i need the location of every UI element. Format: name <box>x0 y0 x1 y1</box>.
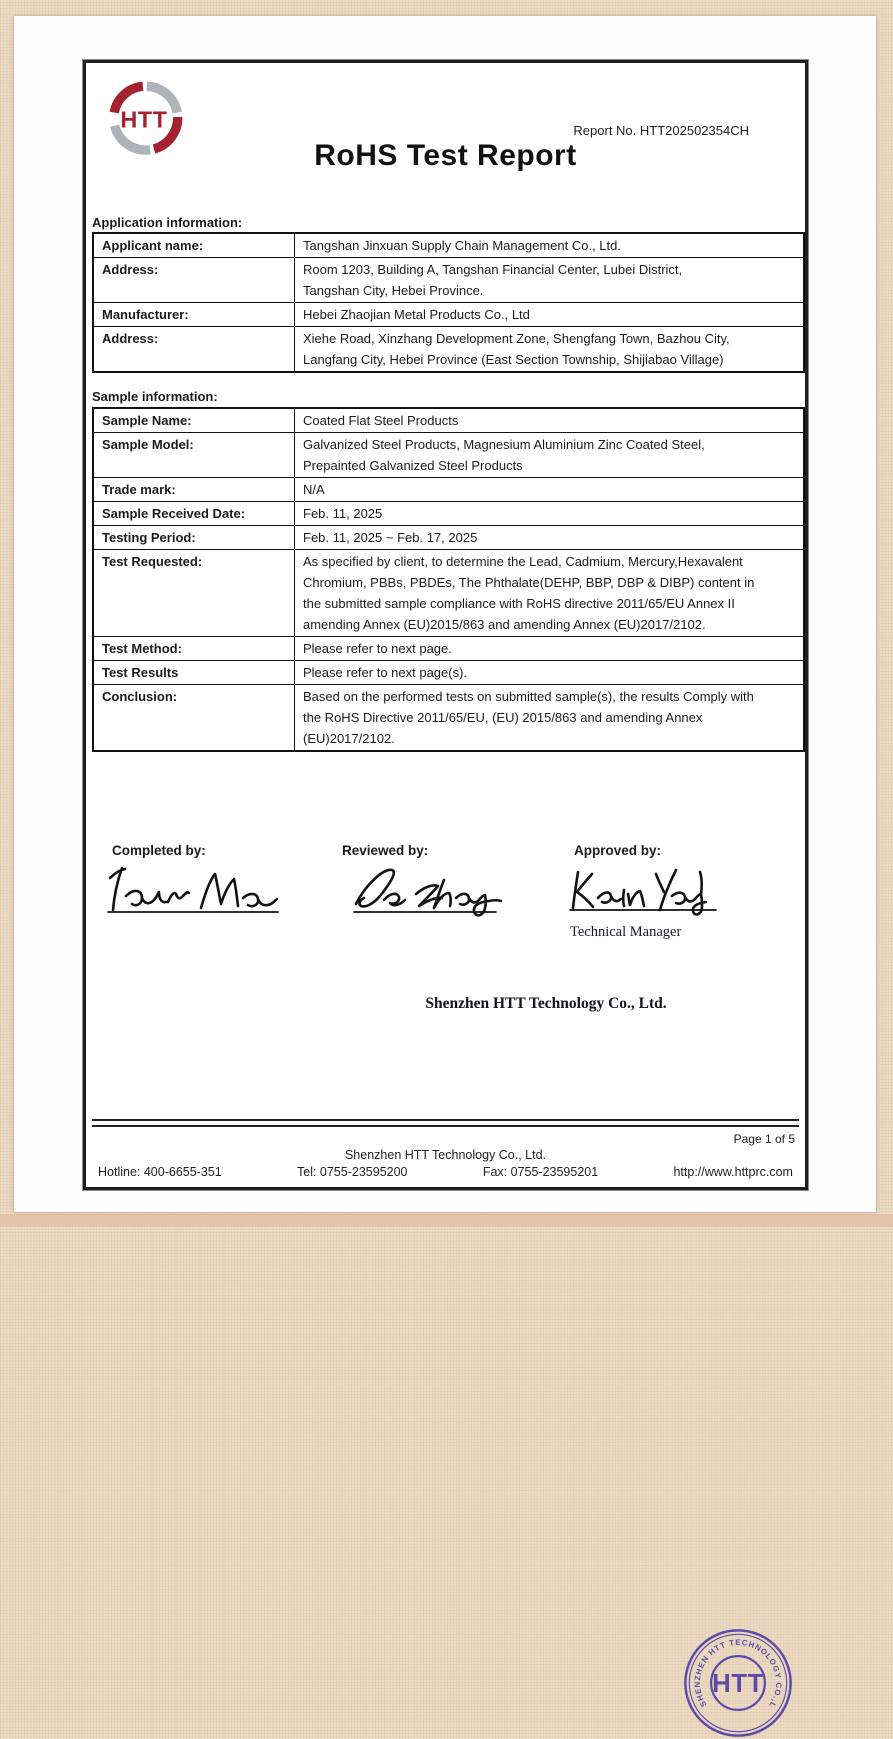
info-label-cell: Trade mark: <box>92 477 295 502</box>
table-row: Address: Room 1203, Building A, Tangshan… <box>92 257 805 303</box>
info-label-cell: Address: <box>92 257 295 303</box>
application-info-table: Applicant name: Tangshan Jinxuan Supply … <box>92 232 805 373</box>
approved-by-label: Approved by: <box>574 843 662 858</box>
info-value-cell: Tangshan Jinxuan Supply Chain Management… <box>294 232 805 258</box>
completed-signature <box>107 866 279 913</box>
info-value-cell: Xiehe Road, Xinzhang Development Zone, S… <box>294 326 805 373</box>
footer-divider <box>92 1119 799 1127</box>
info-value-cell: Room 1203, Building A, Tangshan Financia… <box>294 257 805 303</box>
report-border-box: HTT Report No. HTT202502354CH RoHS Test … <box>82 59 809 1737</box>
footer-contacts: Hotline: 400-6655-351 Tel: 0755-23595200… <box>92 1165 799 1179</box>
signature-section: Completed by: Reviewed by: <box>86 843 805 1737</box>
stamp-center-text: HTT <box>712 1670 764 1698</box>
table-row: Applicant name: Tangshan Jinxuan Supply … <box>92 232 805 258</box>
info-label-cell: Applicant name: <box>92 232 295 258</box>
info-value-cell: Galvanized Steel Products, Magnesium Alu… <box>294 432 805 478</box>
table-row: Conclusion: Based on the performed tests… <box>92 684 805 752</box>
approved-signature <box>569 868 717 916</box>
company-stamp: SHENZHEN HTT TECHNOLOGY CO.,LTD HTT <box>682 1627 792 1737</box>
info-label-cell: Conclusion: <box>92 684 295 752</box>
report-number: Report No. HTT202502354CH <box>573 123 749 138</box>
info-value-cell: Hebei Zhaojian Metal Products Co., Ltd <box>294 302 805 327</box>
document-page: HTT Report No. HTT202502354CH RoHS Test … <box>14 16 876 1737</box>
page-number: Page 1 of 5 <box>733 1132 795 1146</box>
completed-by-label: Completed by: <box>112 843 206 858</box>
info-label-cell: Test Results <box>92 660 295 685</box>
info-label-cell: Manufacturer: <box>92 302 295 327</box>
reviewed-signature <box>353 868 503 917</box>
table-row: Trade mark: N/A <box>92 477 805 502</box>
report-footer: Page 1 of 5 Shenzhen HTT Technology Co.,… <box>92 1119 799 1179</box>
table-row: Testing Period: Feb. 11, 2025 ~ Feb. 17,… <box>92 525 805 550</box>
mat-bottom-strip <box>0 1214 893 1227</box>
info-label-cell: Test Method: <box>92 636 295 661</box>
application-info-heading: Application information: <box>92 215 243 230</box>
info-value-cell: As specified by client, to determine the… <box>294 549 805 637</box>
info-value-cell: Please refer to next page. <box>294 636 805 661</box>
table-row: Address: Xiehe Road, Xinzhang Developmen… <box>92 326 805 373</box>
info-value-cell: Please refer to next page(s). <box>294 660 805 685</box>
info-value-cell: Feb. 11, 2025 <box>294 501 805 526</box>
info-label-cell: Sample Received Date: <box>92 501 295 526</box>
table-row: Test Method: Please refer to next page. <box>92 636 805 661</box>
info-value-cell: Feb. 11, 2025 ~ Feb. 17, 2025 <box>294 525 805 550</box>
sample-info-table: Sample Name: Coated Flat Steel Products … <box>92 407 805 752</box>
info-value-cell: N/A <box>294 477 805 502</box>
table-row: Test Requested: As specified by client, … <box>92 549 805 637</box>
footer-fax: Fax: 0755-23595201 <box>482 1165 599 1179</box>
info-label-cell: Sample Model: <box>92 432 295 478</box>
reviewed-by-label: Reviewed by: <box>342 843 429 858</box>
footer-website: http://www.httprc.com <box>673 1165 793 1179</box>
info-value-cell: Coated Flat Steel Products <box>294 407 805 433</box>
table-row: Manufacturer: Hebei Zhaojian Metal Produ… <box>92 302 805 327</box>
reviewed-by-block: Reviewed by: <box>336 843 521 922</box>
info-label-cell: Sample Name: <box>92 407 295 433</box>
company-name-line: Shenzhen HTT Technology Co., Ltd. <box>425 995 667 1012</box>
info-label-cell: Test Requested: <box>92 549 295 637</box>
info-label-cell: Address: <box>92 326 295 373</box>
footer-hotline: Hotline: 400-6655-351 <box>98 1165 222 1179</box>
table-row: Test Results Please refer to next page(s… <box>92 660 805 685</box>
info-label-cell: Testing Period: <box>92 525 295 550</box>
footer-tel: Tel: 0755-23595200 <box>297 1165 408 1179</box>
table-row: Sample Model: Galvanized Steel Products,… <box>92 432 805 478</box>
footer-company-name: Shenzhen HTT Technology Co., Ltd. <box>344 1148 547 1162</box>
svg-text:HTT: HTT <box>120 107 167 133</box>
approved-by-block: Approved by: Technical Manager <box>568 843 753 941</box>
htt-logo-icon: HTT <box>109 81 183 155</box>
completed-by-block: Completed by: <box>106 843 291 922</box>
table-row: Sample Name: Coated Flat Steel Products <box>92 407 805 433</box>
sample-info-heading: Sample information: <box>92 389 218 404</box>
table-row: Sample Received Date: Feb. 11, 2025 <box>92 501 805 526</box>
info-value-cell: Based on the performed tests on submitte… <box>294 684 805 752</box>
page-title: RoHS Test Report <box>314 139 577 172</box>
approved-by-title: Technical Manager <box>570 924 682 940</box>
